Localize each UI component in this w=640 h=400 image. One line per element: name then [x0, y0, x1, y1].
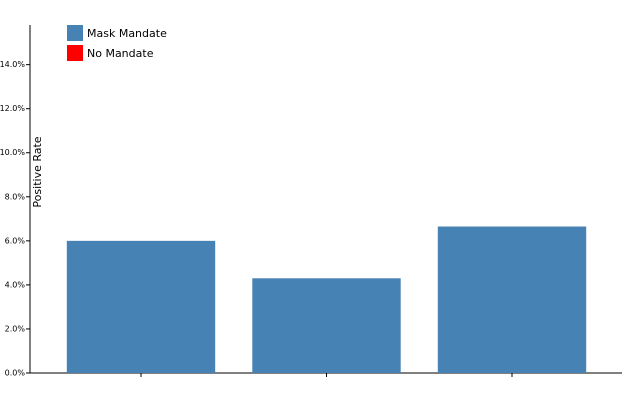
y-axis-label: Positive Rate [31, 136, 44, 207]
legend-label: No Mandate [87, 47, 154, 60]
y-tick-label: 4.0% [5, 280, 26, 289]
legend-swatch [67, 25, 83, 41]
legend-label: Mask Mandate [87, 27, 167, 40]
y-tick-label: 2.0% [5, 324, 26, 333]
bar [437, 226, 587, 373]
bar [252, 278, 401, 373]
y-tick-label: 10.0% [0, 148, 25, 157]
y-tick-label: 0.0% [5, 369, 26, 378]
y-tick-label: 14.0% [0, 60, 25, 69]
y-tick-label: 6.0% [5, 236, 26, 245]
legend-swatch [67, 45, 83, 61]
bar [66, 240, 216, 373]
y-tick-label: 8.0% [5, 192, 26, 201]
y-tick-label: 12.0% [0, 104, 25, 113]
